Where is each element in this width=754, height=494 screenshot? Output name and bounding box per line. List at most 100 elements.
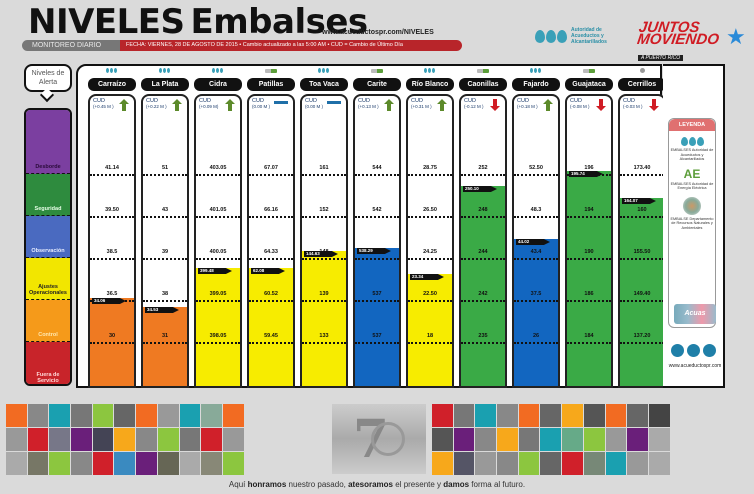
threshold-line	[567, 300, 611, 302]
photo-tile	[114, 452, 136, 475]
threshold-line	[461, 342, 505, 344]
threshold-line	[567, 342, 611, 344]
threshold-value: 190	[584, 249, 594, 255]
aee-reservoir-icon	[583, 69, 595, 73]
header-url-link[interactable]: www.acueductospr.com/NIVELES	[322, 29, 434, 36]
photo-mosaic-left	[6, 404, 244, 475]
threshold-line	[302, 174, 346, 176]
threshold-value: 67.07	[264, 165, 278, 171]
current-level-tag: 144.63	[304, 251, 338, 257]
instagram-icon[interactable]	[703, 344, 716, 357]
reservoir-tube: CUD (0.00 M ) 67.07 66.16 64.33 60.52 59.45 62.…	[247, 94, 295, 388]
cud-box: CUD (0.00 M )	[252, 98, 270, 110]
aee-reservoir-icon	[477, 69, 489, 73]
alert-level-3: Ajustes Operacionales	[26, 258, 70, 300]
photo-tile	[540, 452, 562, 475]
cud-label: CUD	[252, 98, 264, 104]
reservoir-name: La Plata	[141, 78, 189, 91]
aee-reservoir-icon	[265, 69, 277, 73]
level-fill-bar	[302, 251, 346, 386]
threshold-line	[355, 258, 399, 260]
legend-title: LEYENDA	[669, 119, 715, 131]
slogan-bold: honramos	[247, 480, 287, 489]
arrow-up-icon	[543, 99, 553, 111]
cud-value: (+0.31 M )	[411, 104, 432, 109]
aaa-reservoir-icon	[212, 68, 224, 74]
threshold-value: 184	[584, 333, 594, 339]
arrow-up-icon	[172, 99, 182, 111]
threshold-line	[249, 258, 293, 260]
threshold-value: 401.05	[209, 207, 227, 213]
alert-levels-title: Niveles de Alerta	[24, 64, 72, 92]
aaa-logo-text: Autoridad de Acueductos y Alcantarillado…	[571, 27, 607, 45]
threshold-value: 235	[478, 333, 488, 339]
facebook-icon[interactable]	[687, 344, 700, 357]
aaa-logo: Autoridad de Acueductos y Alcantarillado…	[535, 22, 625, 50]
threshold-line	[249, 300, 293, 302]
cud-box: CUD (0.00 M )	[305, 98, 323, 110]
cud-value: (+0.18 M )	[517, 104, 538, 109]
threshold-value: 173.40	[633, 165, 651, 171]
date-bar: MONITOREO DIARIO FECHA: VIERNES, 28 DE A…	[22, 40, 462, 51]
photo-tile	[136, 404, 157, 427]
photo-tile	[562, 452, 583, 475]
reservoir-name: Cidra	[194, 78, 242, 91]
reservoir-name: Cerrillos	[618, 78, 666, 91]
reservoir-column: Patillas CUD (0.00 M ) 67.07 66.16 64.33 60.52…	[247, 69, 295, 388]
threshold-line	[620, 216, 664, 218]
threshold-value: 400.05	[209, 249, 227, 255]
arrow-down-icon	[596, 99, 606, 111]
threshold-value: 66.16	[264, 207, 278, 213]
juntos-moviendo-logo: JUNTOS MOVIENDO A PUERTO RICO ★	[636, 19, 748, 61]
slogan: Aquí honramos nuestro pasado, atesoramos…	[0, 480, 754, 489]
photo-tile	[222, 404, 244, 427]
threshold-value: 537	[372, 291, 382, 297]
threshold-value: 244	[478, 249, 488, 255]
photo-tile	[627, 404, 648, 427]
social-links	[671, 344, 716, 357]
cud-box: CUD (+0.45 M )	[93, 98, 114, 110]
threshold-line	[249, 342, 293, 344]
cud-label: CUD	[305, 98, 317, 104]
photo-tile	[540, 404, 562, 427]
slogan-text: Aquí	[228, 480, 248, 489]
title-embalses: Embalses	[190, 2, 369, 42]
photo-tile	[562, 428, 583, 451]
threshold-value: 149.40	[633, 291, 651, 297]
cud-value: (+0.13 M )	[358, 104, 379, 109]
threshold-line	[514, 342, 558, 344]
cud-label: CUD	[358, 98, 370, 104]
threshold-value: 64.33	[264, 249, 278, 255]
alert-level-2: Observación	[26, 216, 70, 258]
photo-tile	[222, 452, 244, 475]
website-link[interactable]: www.acueductospr.com	[668, 363, 722, 369]
alert-level-0: Desborde	[26, 110, 70, 174]
photo-tile	[627, 428, 648, 451]
title-niveles: NIVELES	[28, 2, 185, 42]
reservoir-column: Fajardo CUD (+0.18 M ) 52.50 48.3 43.4 37.5 26 4…	[512, 68, 560, 388]
cud-value: (0.00 M )	[252, 104, 271, 109]
legend-item-dna: EMBALSE Departamento de Recursos Natural…	[669, 196, 715, 231]
alert-level-label: Desborde	[35, 164, 61, 170]
photo-tile	[583, 452, 605, 475]
reservoir-column: Toa Vaca CUD(0.00 M )161152148139133144.6…	[300, 68, 348, 388]
reservoir-name: Toa Vaca	[300, 78, 348, 91]
reservoir-tube: CUD(0.00 M )161152148139133144.63	[300, 94, 348, 388]
cud-box: CUD (-0.08 M )	[570, 98, 590, 110]
arrow-up-icon	[119, 99, 129, 111]
photo-tile	[518, 404, 540, 427]
photo-tile	[605, 404, 627, 427]
arrow-up-icon	[225, 99, 235, 111]
twitter-icon[interactable]	[671, 344, 684, 357]
threshold-value: 544	[372, 165, 382, 171]
threshold-value: 194	[584, 207, 594, 213]
cud-box: CUD (+0.31 M )	[411, 98, 432, 110]
slogan-text: el presente y	[393, 480, 444, 489]
acuas-badge[interactable]: Acuas	[674, 304, 716, 324]
threshold-value: 542	[372, 207, 382, 213]
cud-value: (+0.22 M )	[146, 104, 167, 109]
level-fill-bar	[514, 239, 558, 386]
photo-tile	[157, 404, 179, 427]
current-level-tag: 250.10	[463, 186, 497, 192]
